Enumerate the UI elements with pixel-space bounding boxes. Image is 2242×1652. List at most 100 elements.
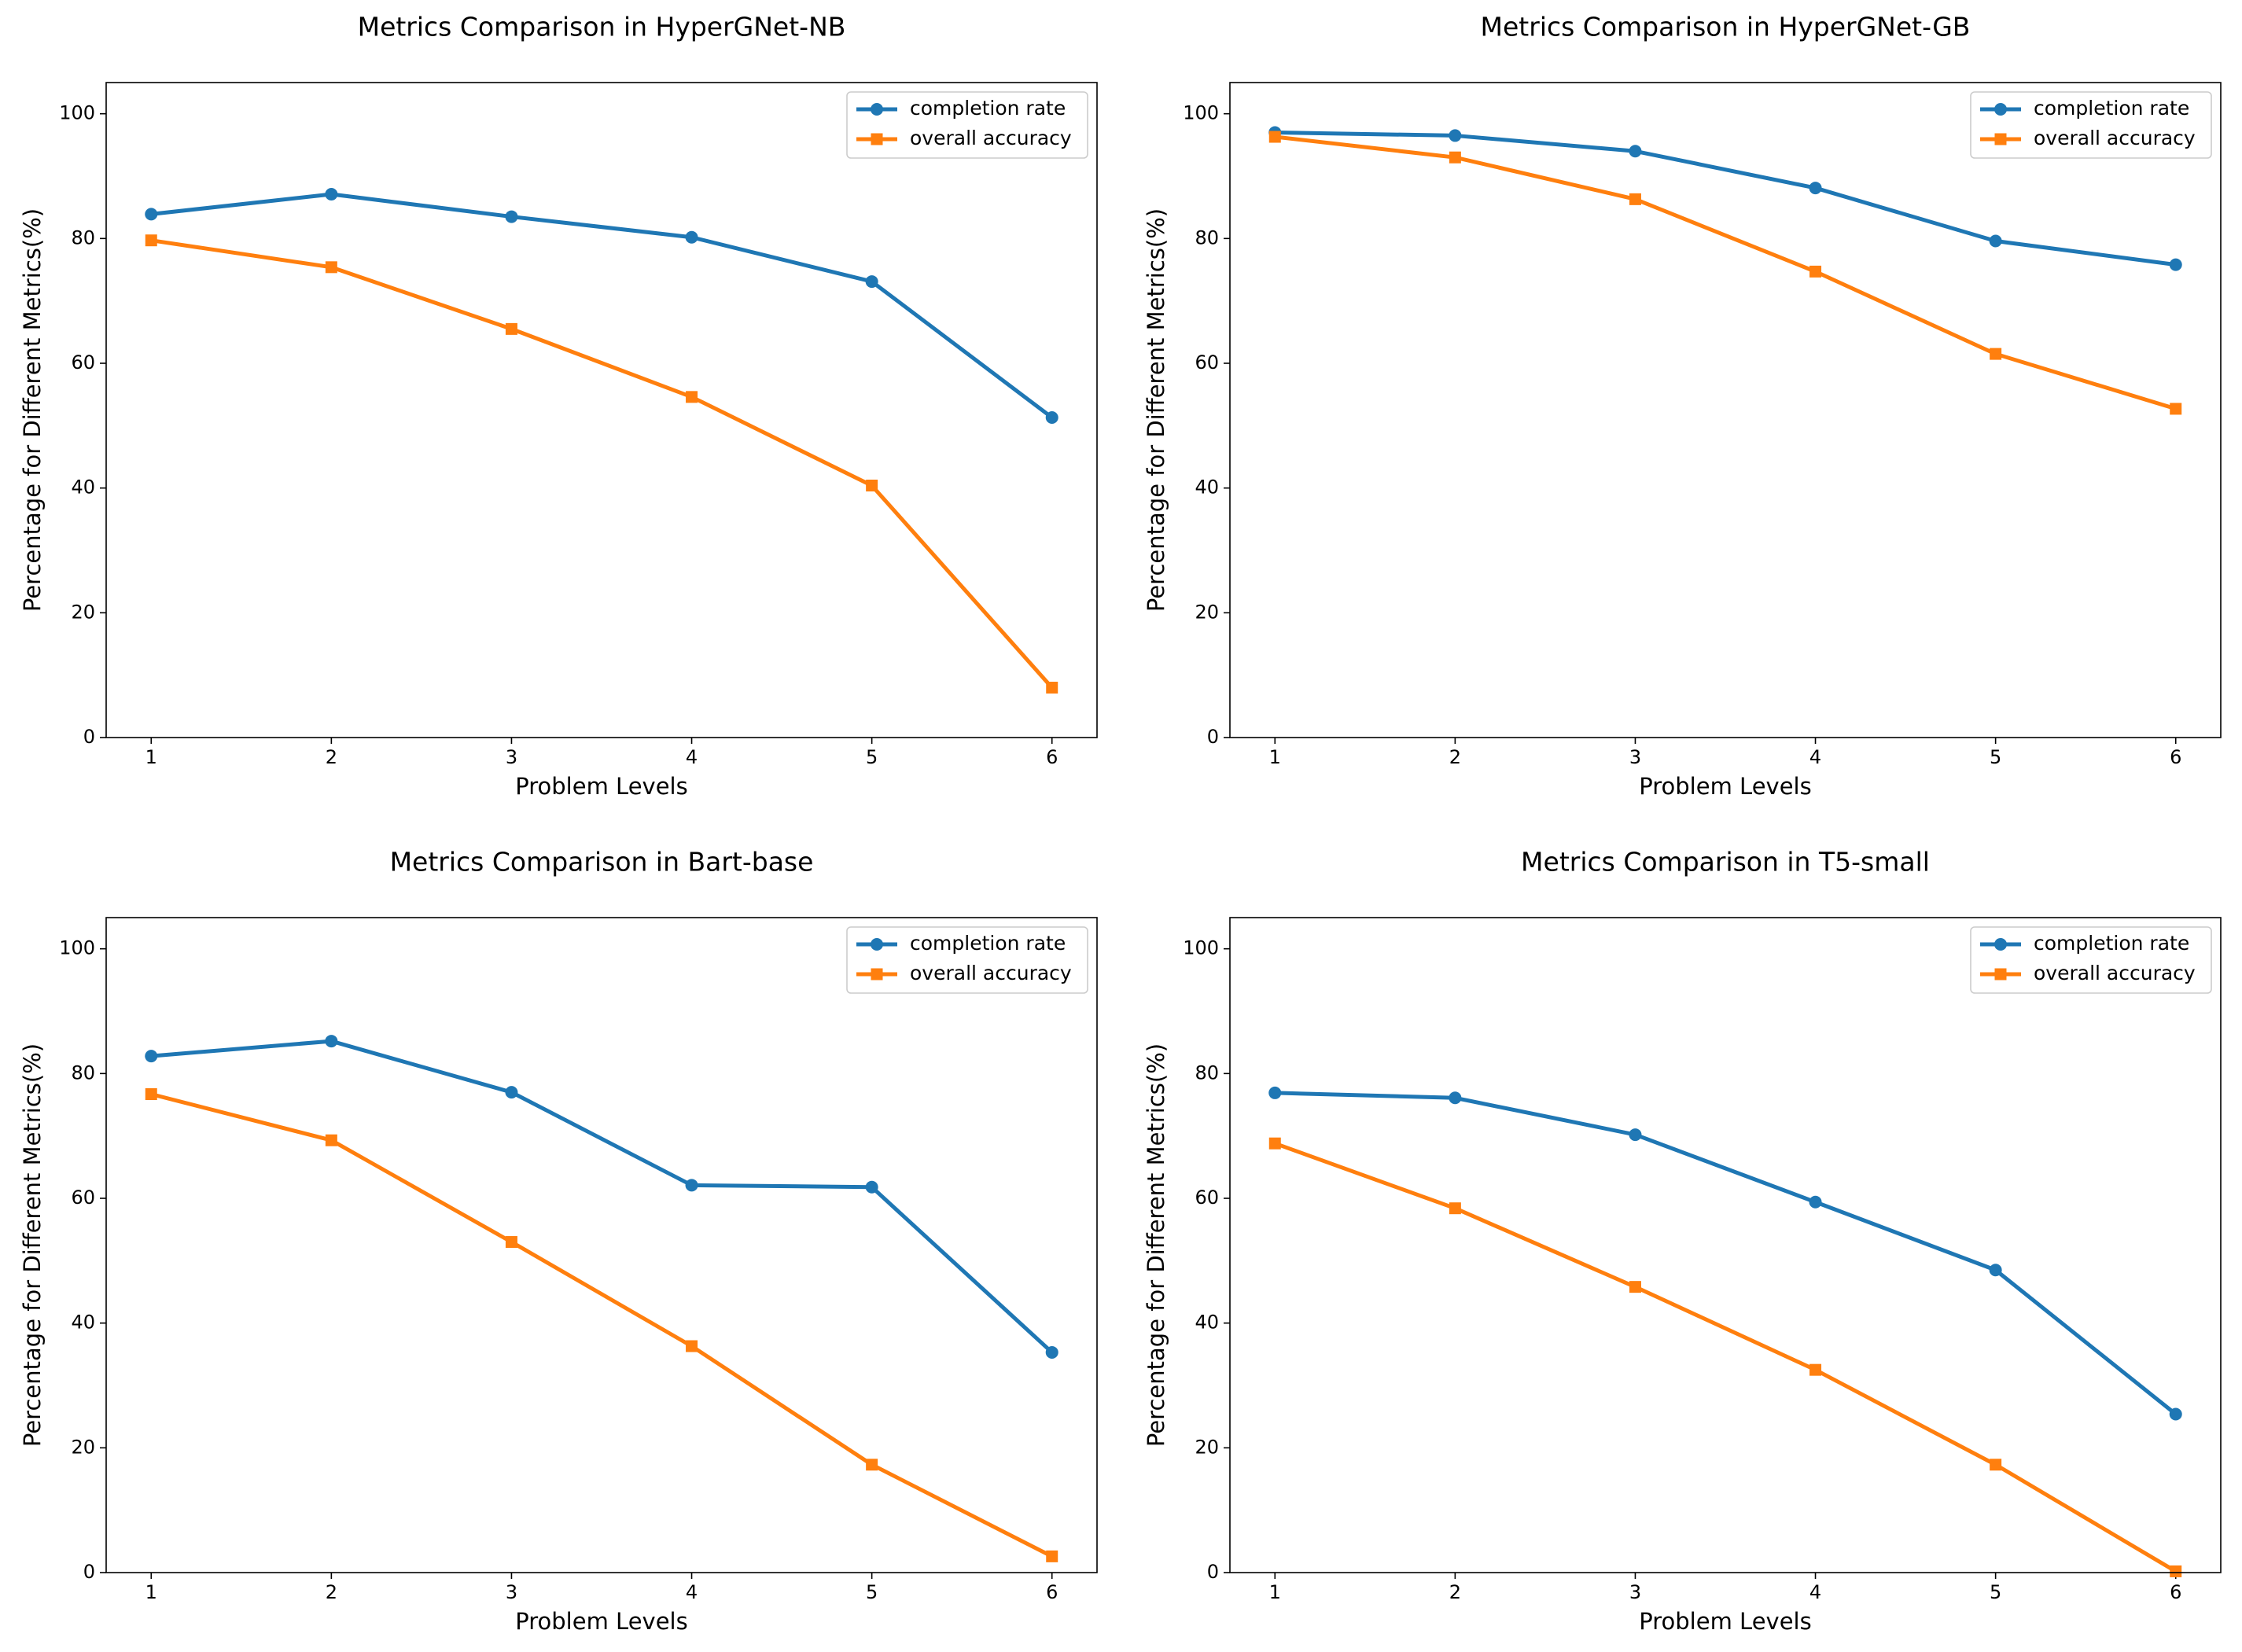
x-axis-label: Problem Levels bbox=[1639, 1608, 1811, 1635]
y-tick-label: 80 bbox=[71, 1061, 95, 1084]
marker bbox=[865, 275, 878, 289]
y-tick-label: 60 bbox=[71, 1187, 95, 1209]
chart-title: Metrics Comparison in Bart-base bbox=[390, 847, 814, 878]
marker bbox=[505, 1236, 517, 1249]
marker bbox=[866, 479, 878, 491]
marker bbox=[1629, 193, 1641, 205]
marker bbox=[1629, 145, 1642, 158]
y-tick-label: 80 bbox=[71, 226, 95, 248]
marker bbox=[2169, 258, 2182, 271]
x-tick-label: 6 bbox=[1046, 1581, 1058, 1603]
legend-label: completion rate bbox=[2034, 932, 2189, 955]
legend-label: completion rate bbox=[910, 97, 1066, 120]
y-tick-label: 0 bbox=[1207, 1561, 1219, 1583]
legend-marker bbox=[871, 938, 883, 951]
y-tick-label: 80 bbox=[1195, 1061, 1219, 1084]
marker bbox=[325, 261, 337, 274]
legend-box bbox=[1970, 91, 2212, 159]
y-tick-label: 60 bbox=[71, 351, 95, 373]
y-axis-label: Percentage for Different Metrics(%) bbox=[1143, 1043, 1169, 1447]
y-tick-label: 20 bbox=[1195, 1436, 1219, 1458]
legend-box bbox=[846, 926, 1088, 994]
axes-frame bbox=[105, 917, 1098, 1573]
y-tick-label: 40 bbox=[71, 1312, 95, 1334]
marker bbox=[505, 210, 518, 223]
series-line bbox=[150, 238, 1054, 690]
x-tick-label: 4 bbox=[686, 1581, 698, 1603]
legend-label: overall accuracy bbox=[2034, 127, 2196, 149]
y-axis-label: Percentage for Different Metrics(%) bbox=[19, 208, 46, 612]
y-axis-label: Percentage for Different Metrics(%) bbox=[19, 1043, 46, 1447]
series-line bbox=[1274, 134, 2177, 411]
marker bbox=[2170, 403, 2182, 415]
subplot: Metrics Comparison in HyperGNet-GB Proble… bbox=[1143, 12, 2222, 800]
x-tick-label: 3 bbox=[1629, 746, 1641, 768]
y-axis-label: Percentage for Different Metrics(%) bbox=[1143, 208, 1169, 612]
legend-box bbox=[1970, 926, 2212, 994]
series-line bbox=[151, 1039, 1054, 1354]
legend-marker bbox=[1994, 968, 2007, 981]
y-tick-label: 60 bbox=[1195, 351, 1219, 373]
x-tick-label: 2 bbox=[1449, 746, 1461, 768]
legend-marker bbox=[1994, 938, 2007, 951]
marker bbox=[1046, 1550, 1058, 1562]
y-tick-label: 100 bbox=[1183, 937, 1219, 959]
legend-box bbox=[846, 91, 1088, 159]
series-line bbox=[150, 192, 1054, 420]
x-tick-label: 1 bbox=[145, 1581, 157, 1603]
y-tick-label: 0 bbox=[83, 726, 95, 748]
marker bbox=[1629, 1281, 1641, 1293]
marker bbox=[145, 1088, 157, 1101]
legend-label: overall accuracy bbox=[2034, 962, 2196, 984]
marker bbox=[1449, 151, 1461, 164]
y-tick-label: 100 bbox=[59, 937, 95, 959]
marker bbox=[685, 230, 698, 244]
x-tick-label: 6 bbox=[2170, 1581, 2181, 1603]
marker bbox=[866, 1459, 878, 1471]
legend-label: overall accuracy bbox=[910, 962, 1072, 984]
series-line bbox=[1275, 1091, 2178, 1416]
marker bbox=[1629, 1128, 1642, 1142]
marker bbox=[1268, 1086, 1282, 1099]
y-tick-label: 20 bbox=[71, 1436, 95, 1458]
marker bbox=[1045, 411, 1058, 425]
subplot: Metrics Comparison in Bart-base Problem L… bbox=[19, 847, 1098, 1635]
marker bbox=[505, 1086, 518, 1099]
x-tick-label: 4 bbox=[686, 746, 698, 768]
x-axis-label: Problem Levels bbox=[515, 773, 687, 800]
legend-label: completion rate bbox=[2034, 97, 2189, 120]
chart-title: Metrics Comparison in HyperGNet-GB bbox=[1481, 12, 1971, 42]
marker bbox=[1809, 1195, 1822, 1209]
marker bbox=[505, 322, 517, 335]
marker bbox=[1268, 1137, 1281, 1150]
y-tick-label: 0 bbox=[83, 1561, 95, 1583]
x-tick-label: 5 bbox=[1990, 746, 2001, 768]
marker bbox=[325, 188, 338, 201]
y-tick-label: 40 bbox=[71, 476, 95, 499]
marker bbox=[325, 1035, 338, 1048]
marker bbox=[1449, 129, 1462, 142]
x-tick-label: 6 bbox=[2170, 746, 2181, 768]
y-tick-label: 100 bbox=[59, 102, 95, 124]
marker bbox=[1045, 1345, 1058, 1359]
legend-marker bbox=[871, 968, 883, 981]
x-tick-label: 2 bbox=[1449, 1581, 1461, 1603]
chart-title: Metrics Comparison in HyperGNet-NB bbox=[358, 12, 846, 42]
marker bbox=[1449, 1091, 1462, 1105]
chart-title: Metrics Comparison in T5-small bbox=[1521, 847, 1930, 878]
marker bbox=[1989, 1264, 2002, 1277]
legend-marker bbox=[1994, 103, 2007, 116]
x-tick-label: 5 bbox=[866, 746, 878, 768]
marker bbox=[1809, 265, 1822, 278]
legend-label: overall accuracy bbox=[910, 127, 1072, 149]
marker bbox=[145, 1050, 158, 1063]
marker bbox=[2169, 1407, 2182, 1421]
x-tick-label: 5 bbox=[1990, 1581, 2001, 1603]
axes-frame bbox=[1229, 917, 2222, 1573]
series-line bbox=[1275, 130, 2177, 267]
x-tick-label: 1 bbox=[145, 746, 157, 768]
axes-frame bbox=[1229, 82, 2222, 738]
marker bbox=[2170, 1565, 2182, 1577]
